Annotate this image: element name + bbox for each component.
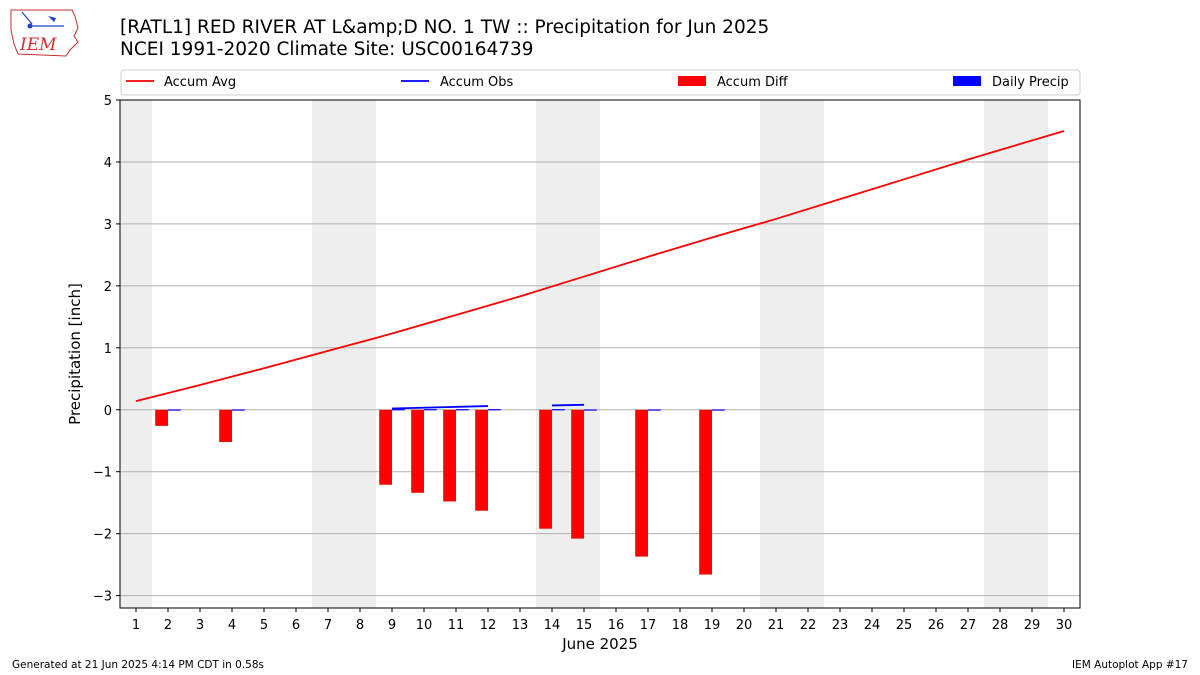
x-axis-ticks: 1 2 3 4 5 6 7 8 9 10 11 12 13 14 15 16 17 18 19 20 21 22 23 24 2… — [132, 608, 1072, 633]
x-tick-label: 7 — [324, 618, 332, 633]
weekend-shade — [536, 100, 600, 608]
daily-precip-bar — [712, 409, 725, 411]
accum-diff-bar — [539, 409, 552, 529]
x-tick-label: 9 — [388, 618, 396, 633]
x-tick-label: 18 — [672, 618, 689, 633]
accum-diff-bar — [379, 409, 392, 485]
y-axis-label: Precipitation [inch] — [66, 283, 84, 425]
x-tick-label: 22 — [800, 618, 817, 633]
bars-layer — [155, 409, 725, 575]
accum-obs-line — [391, 405, 489, 410]
weekend-shade — [120, 100, 152, 608]
legend-label-accum-diff: Accum Diff — [717, 75, 789, 90]
title-line-2: NCEI 1991-2020 Climate Site: USC00164739 — [120, 39, 534, 60]
legend-swatch-daily-precip — [953, 76, 981, 86]
accum-diff-bar — [475, 409, 488, 511]
x-tick-label: 11 — [448, 618, 465, 633]
daily-precip-bar — [584, 409, 597, 411]
accum-diff-bar — [155, 409, 168, 426]
legend-box — [120, 69, 1081, 96]
y-tick-label: −2 — [93, 528, 112, 543]
daily-precip-bar — [392, 409, 405, 411]
x-tick-label: 5 — [260, 618, 268, 633]
daily-precip-bar — [488, 409, 501, 411]
x-tick-label: 17 — [640, 618, 657, 633]
y-tick-label: 1 — [104, 342, 112, 357]
accum-diff-bar — [699, 409, 712, 575]
x-tick-label: 20 — [736, 618, 753, 633]
x-tick-label: 25 — [896, 618, 913, 633]
x-tick-label: 19 — [704, 618, 721, 633]
legend-label-accum-avg: Accum Avg — [164, 75, 236, 90]
x-tick-label: 21 — [768, 618, 785, 633]
accum-diff-bar — [443, 409, 456, 502]
legend-swatch-accum-diff — [678, 76, 706, 86]
x-tick-label: 8 — [356, 618, 364, 633]
lines-layer — [135, 130, 1065, 410]
x-tick-label: 13 — [512, 618, 529, 633]
x-tick-label: 26 — [928, 618, 945, 633]
daily-precip-bar — [424, 409, 437, 411]
y-tick-label: 5 — [104, 94, 112, 109]
y-tick-label: 0 — [104, 404, 112, 419]
x-tick-label: 2 — [164, 618, 172, 633]
iowa-outline — [10, 9, 79, 57]
weekend-shading — [120, 100, 1048, 608]
accum-diff-bar — [571, 409, 584, 539]
logo-text: IEM — [19, 35, 57, 55]
y-tick-label: 4 — [104, 156, 112, 171]
y-tick-label: 3 — [104, 218, 112, 233]
plot-frame — [119, 99, 1081, 609]
title-line-1: [RATL1] RED RIVER AT L&amp;D NO. 1 TW ::… — [120, 17, 770, 38]
x-tick-label: 16 — [608, 618, 625, 633]
legend-label-daily-precip: Daily Precip — [992, 75, 1069, 90]
y-tick-label: 2 — [104, 280, 112, 295]
x-tick-label: 23 — [832, 618, 849, 633]
x-tick-label: 30 — [1056, 618, 1073, 633]
x-tick-label: 10 — [416, 618, 433, 633]
iem-logo: IEM — [10, 9, 79, 57]
y-tick-label: −3 — [93, 590, 112, 605]
x-tick-label: 12 — [480, 618, 497, 633]
x-axis-label: June 2025 — [561, 635, 638, 653]
accum-diff-bar — [411, 409, 424, 493]
x-tick-label: 28 — [992, 618, 1009, 633]
daily-precip-bar — [168, 409, 181, 411]
x-tick-label: 29 — [1024, 618, 1041, 633]
daily-precip-bar — [456, 409, 469, 411]
daily-precip-bar — [232, 409, 245, 411]
weekend-shade — [984, 100, 1048, 608]
x-tick-label: 27 — [960, 618, 977, 633]
x-tick-label: 6 — [292, 618, 300, 633]
x-tick-label: 1 — [132, 618, 140, 633]
x-tick-label: 24 — [864, 618, 881, 633]
footer-generated: Generated at 21 Jun 2025 4:14 PM CDT in … — [12, 659, 265, 671]
weekend-shade — [312, 100, 376, 608]
weekend-shade — [760, 100, 824, 608]
x-tick-label: 14 — [544, 618, 561, 633]
y-axis-ticks: 5 4 3 2 1 0 −1 −2 −3 — [93, 94, 120, 605]
accum-avg-line — [135, 130, 1065, 402]
accum-diff-bar — [635, 409, 648, 557]
legend-label-accum-obs: Accum Obs — [440, 75, 513, 90]
accum-diff-bar — [219, 409, 232, 442]
daily-precip-bar — [552, 409, 565, 411]
legend: Accum Avg Accum Obs Accum Diff Daily Pre… — [120, 69, 1081, 96]
footer-app: IEM Autoplot App #17 — [1072, 659, 1188, 671]
x-tick-label: 15 — [576, 618, 593, 633]
daily-precip-bar — [648, 409, 661, 411]
x-tick-label: 4 — [228, 618, 236, 633]
y-tick-label: −1 — [93, 466, 112, 481]
x-tick-label: 3 — [196, 618, 204, 633]
grid-lines — [120, 99, 1080, 597]
accum-obs-line — [551, 403, 585, 407]
chart-title: [RATL1] RED RIVER AT L&amp;D NO. 1 TW ::… — [120, 17, 769, 61]
